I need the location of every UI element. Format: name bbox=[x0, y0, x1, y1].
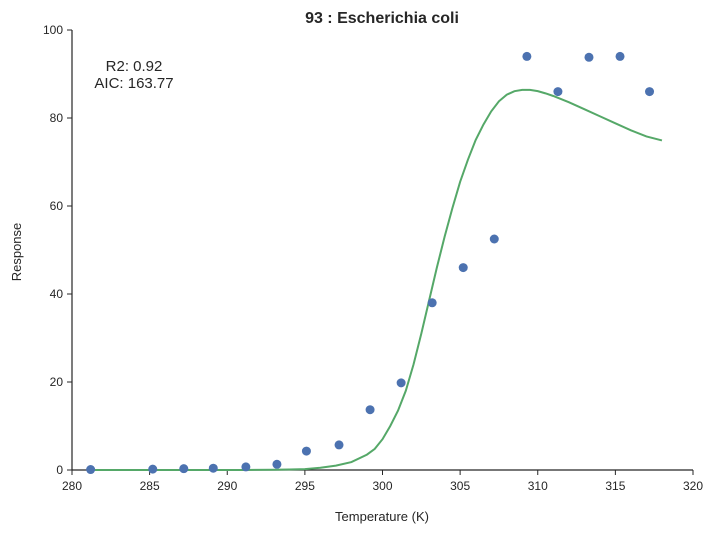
x-axis-label: Temperature (K) bbox=[335, 509, 429, 524]
data-point bbox=[458, 263, 468, 273]
y-tick-label: 80 bbox=[50, 111, 64, 125]
data-point bbox=[489, 234, 499, 244]
x-tick-label: 295 bbox=[295, 479, 315, 493]
y-ticks: 0 20 40 60 80 100 bbox=[43, 23, 72, 477]
x-tick-label: 280 bbox=[62, 479, 82, 493]
series-layer bbox=[86, 51, 663, 475]
y-tick-label: 60 bbox=[50, 199, 64, 213]
x-tick-label: 290 bbox=[217, 479, 237, 493]
data-point bbox=[365, 405, 375, 415]
data-point bbox=[522, 51, 532, 61]
data-point bbox=[301, 446, 311, 456]
data-point bbox=[272, 459, 282, 469]
data-point bbox=[584, 52, 594, 62]
fit-curve-line bbox=[87, 88, 663, 471]
data-point bbox=[208, 463, 218, 473]
x-tick-label: 285 bbox=[140, 479, 160, 493]
y-axis-label: Response bbox=[9, 223, 24, 282]
y-tick-label: 0 bbox=[56, 463, 63, 477]
aic-annotation: AIC: 163.77 bbox=[94, 75, 173, 92]
y-tick-label: 40 bbox=[50, 287, 64, 301]
x-ticks: 280 285 290 295 300 305 310 315 320 bbox=[62, 470, 703, 493]
data-point bbox=[553, 87, 563, 97]
r2-annotation: R2: 0.92 bbox=[106, 58, 163, 75]
data-point bbox=[334, 440, 344, 450]
x-tick-label: 315 bbox=[605, 479, 625, 493]
data-point bbox=[396, 378, 406, 388]
data-point bbox=[241, 462, 251, 472]
x-tick-label: 310 bbox=[528, 479, 548, 493]
data-point bbox=[179, 464, 189, 474]
plot-area: 280 285 290 295 300 305 310 315 320 0 20 40 60 80 100 bbox=[43, 23, 703, 493]
y-tick-label: 100 bbox=[43, 23, 63, 37]
chart-title: 93 : Escherichia coli bbox=[305, 10, 459, 27]
x-tick-label: 320 bbox=[683, 479, 703, 493]
x-tick-label: 305 bbox=[450, 479, 470, 493]
data-point bbox=[645, 87, 655, 97]
data-point bbox=[86, 465, 96, 475]
x-tick-label: 300 bbox=[372, 479, 392, 493]
data-point bbox=[615, 51, 625, 61]
y-tick-label: 20 bbox=[50, 375, 64, 389]
data-point bbox=[427, 298, 437, 308]
data-point bbox=[148, 464, 158, 474]
